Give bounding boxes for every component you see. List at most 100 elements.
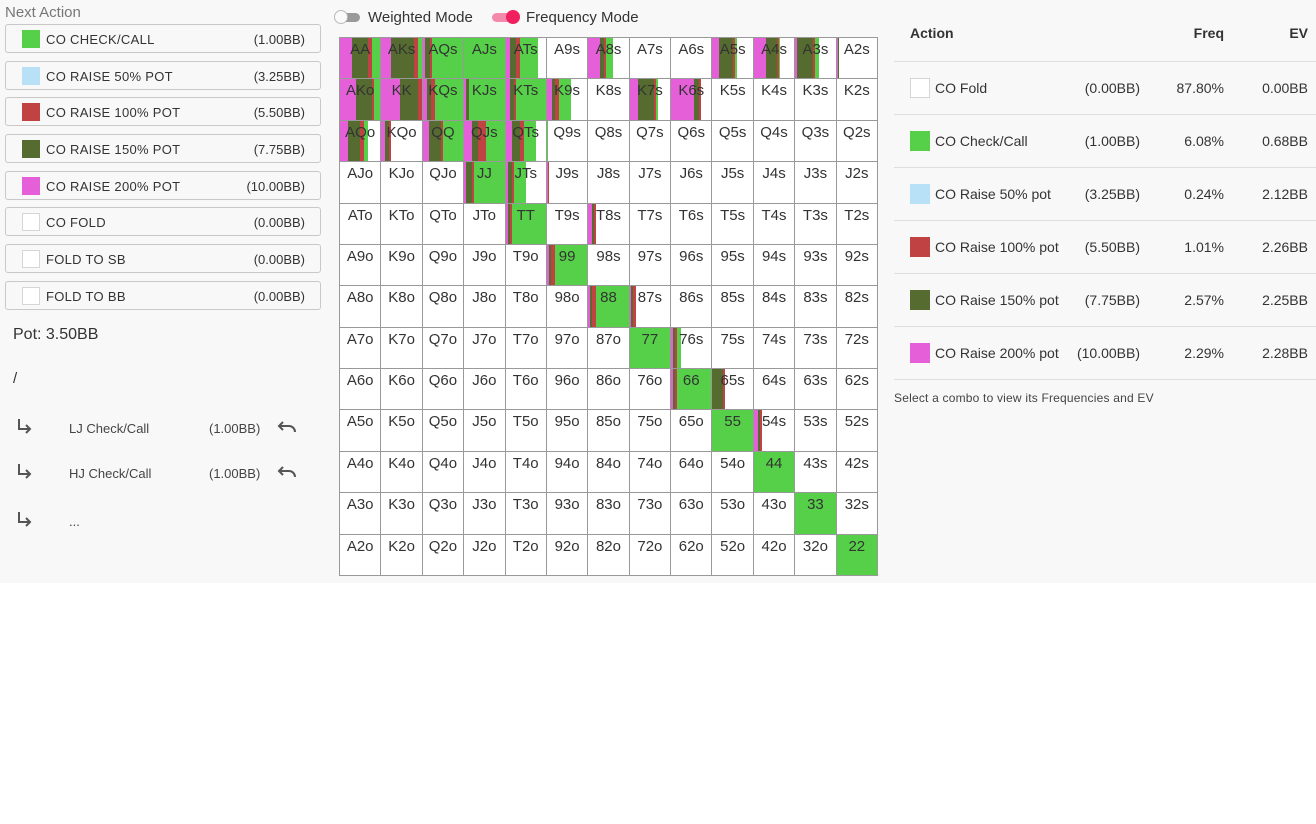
stats-row-co-raise-150[interactable]: CO Raise 150% pot (7.75BB) 2.57% 2.25BB (894, 273, 1316, 326)
action-button-fold-to-sb[interactable]: FOLD TO SB (0.00BB) (5, 244, 321, 273)
stats-row-co-check-call[interactable]: CO Check/Call (1.00BB) 6.08% 0.68BB (894, 114, 1316, 167)
hand-cell-k9s[interactable]: K9s (545, 78, 588, 120)
hand-cell-85s[interactable]: 85s (711, 285, 753, 327)
hand-cell-64o[interactable]: 64o (670, 450, 712, 493)
hand-cell-83o[interactable]: 83o (587, 492, 629, 534)
hand-cell-a5s[interactable]: A5s (711, 37, 753, 79)
hand-cell-55[interactable]: 55 (711, 409, 753, 451)
hand-cell-kjo[interactable]: KJo (380, 161, 422, 203)
hand-cell-94o[interactable]: 94o (545, 450, 588, 493)
hand-cell-k3s[interactable]: K3s (794, 78, 836, 120)
hand-cell-t4s[interactable]: T4s (752, 202, 795, 244)
action-button-co-raise-150[interactable]: CO RAISE 150% POT (7.75BB) (5, 134, 321, 163)
hand-cell-t5o[interactable]: T5o (504, 409, 546, 451)
hand-cell-t8o[interactable]: T8o (504, 285, 546, 327)
hand-cell-53o[interactable]: 53o (711, 492, 753, 534)
hand-cell-k9o[interactable]: K9o (380, 243, 422, 286)
hand-cell-a4o[interactable]: A4o (339, 450, 381, 493)
hand-cell-94s[interactable]: 94s (752, 243, 795, 286)
hand-cell-t7s[interactable]: T7s (628, 202, 671, 244)
hand-cell-ato[interactable]: ATo (339, 202, 381, 244)
hand-cell-43s[interactable]: 43s (794, 450, 836, 493)
hand-cell-a2o[interactable]: A2o (339, 533, 381, 575)
hand-cell-k3o[interactable]: K3o (380, 492, 422, 534)
hand-cell-43o[interactable]: 43o (752, 492, 795, 534)
hand-cell-95o[interactable]: 95o (545, 409, 588, 451)
stats-row-co-raise-200[interactable]: CO Raise 200% pot (10.00BB) 2.29% 2.28BB (894, 326, 1316, 380)
hand-cell-ats[interactable]: ATs (504, 37, 546, 79)
hand-cell-82s[interactable]: 82s (835, 285, 877, 327)
hand-cell-qjo[interactable]: QJo (421, 161, 464, 203)
hand-cell-a2s[interactable]: A2s (835, 37, 877, 79)
hand-cell-q8o[interactable]: Q8o (421, 285, 464, 327)
hand-cell-k7o[interactable]: K7o (380, 326, 422, 369)
hand-cell-22[interactable]: 22 (835, 533, 877, 575)
hand-cell-97s[interactable]: 97s (628, 243, 671, 286)
hand-cell-ajo[interactable]: AJo (339, 161, 381, 203)
hand-cell-k4o[interactable]: K4o (380, 450, 422, 493)
hand-cell-75o[interactable]: 75o (628, 409, 671, 451)
hand-cell-k8s[interactable]: K8s (587, 78, 629, 120)
hand-cell-q2o[interactable]: Q2o (421, 533, 464, 575)
hand-cell-83s[interactable]: 83s (794, 285, 836, 327)
stats-row-co-raise-100[interactable]: CO Raise 100% pot (5.50BB) 1.01% 2.26BB (894, 220, 1316, 273)
hand-cell-q6o[interactable]: Q6o (421, 368, 464, 410)
hand-cell-62o[interactable]: 62o (670, 533, 712, 575)
hand-cell-t9o[interactable]: T9o (504, 243, 546, 286)
hand-cell-93o[interactable]: 93o (545, 492, 588, 534)
hand-cell-k6o[interactable]: K6o (380, 368, 422, 410)
hand-cell-62s[interactable]: 62s (835, 368, 877, 410)
hand-cell-k2s[interactable]: K2s (835, 78, 877, 120)
hand-cell-t6o[interactable]: T6o (504, 368, 546, 410)
hand-cell-a6o[interactable]: A6o (339, 368, 381, 410)
hand-cell-a8s[interactable]: A8s (587, 37, 629, 79)
hand-cell-t8s[interactable]: T8s (587, 202, 629, 244)
hand-cell-j7o[interactable]: J7o (463, 326, 505, 369)
action-button-co-raise-200[interactable]: CO RAISE 200% POT (10.00BB) (5, 171, 321, 200)
history-step-current[interactable]: ... (14, 509, 314, 539)
hand-cell-42s[interactable]: 42s (835, 450, 877, 493)
hand-cell-k8o[interactable]: K8o (380, 285, 422, 327)
hand-cell-t3o[interactable]: T3o (504, 492, 546, 534)
hand-cell-q7s[interactable]: Q7s (628, 119, 671, 162)
hand-cell-72o[interactable]: 72o (628, 533, 671, 575)
hand-cell-t5s[interactable]: T5s (711, 202, 753, 244)
stats-row-co-fold[interactable]: CO Fold (0.00BB) 87.80% 0.00BB (894, 61, 1316, 114)
hand-cell-qjs[interactable]: QJs (463, 119, 505, 162)
hand-cell-84o[interactable]: 84o (587, 450, 629, 493)
hand-cell-ajs[interactable]: AJs (463, 37, 505, 79)
hand-cell-93s[interactable]: 93s (794, 243, 836, 286)
hand-cell-76o[interactable]: 76o (628, 368, 671, 410)
hand-cell-q4o[interactable]: Q4o (421, 450, 464, 493)
hand-cell-q9s[interactable]: Q9s (545, 119, 588, 162)
hand-cell-t6s[interactable]: T6s (670, 202, 712, 244)
hand-cell-a9s[interactable]: A9s (545, 37, 588, 79)
hand-cell-95s[interactable]: 95s (711, 243, 753, 286)
hand-cell-j2s[interactable]: J2s (835, 161, 877, 203)
history-step-lj[interactable]: LJ Check/Call (1.00BB) (14, 416, 314, 446)
hand-cell-q5s[interactable]: Q5s (711, 119, 753, 162)
hand-cell-66[interactable]: 66 (670, 368, 712, 410)
hand-cell-76s[interactable]: 76s (670, 326, 712, 369)
hand-cell-q3o[interactable]: Q3o (421, 492, 464, 534)
hand-cell-j7s[interactable]: J7s (628, 161, 671, 203)
hand-cell-82o[interactable]: 82o (587, 533, 629, 575)
hand-cell-87s[interactable]: 87s (628, 285, 671, 327)
hand-cell-j8o[interactable]: J8o (463, 285, 505, 327)
hand-cell-kts[interactable]: KTs (504, 78, 546, 120)
hand-cell-tt[interactable]: TT (504, 202, 546, 244)
action-button-co-check-call[interactable]: CO CHECK/CALL (1.00BB) (5, 24, 321, 53)
hand-cell-96o[interactable]: 96o (545, 368, 588, 410)
history-step-hj[interactable]: HJ Check/Call (1.00BB) (14, 461, 314, 491)
hand-cell-k6s[interactable]: K6s (670, 78, 712, 120)
hand-cell-aqo[interactable]: AQo (339, 119, 381, 162)
undo-icon[interactable] (276, 463, 298, 481)
hand-cell-a7s[interactable]: A7s (628, 37, 671, 79)
hand-cell-54o[interactable]: 54o (711, 450, 753, 493)
hand-cell-q8s[interactable]: Q8s (587, 119, 629, 162)
hand-cell-ako[interactable]: AKo (339, 78, 381, 120)
hand-cell-75s[interactable]: 75s (711, 326, 753, 369)
hand-cell-77[interactable]: 77 (628, 326, 671, 369)
hand-cell-t9s[interactable]: T9s (545, 202, 588, 244)
hand-cell-q5o[interactable]: Q5o (421, 409, 464, 451)
